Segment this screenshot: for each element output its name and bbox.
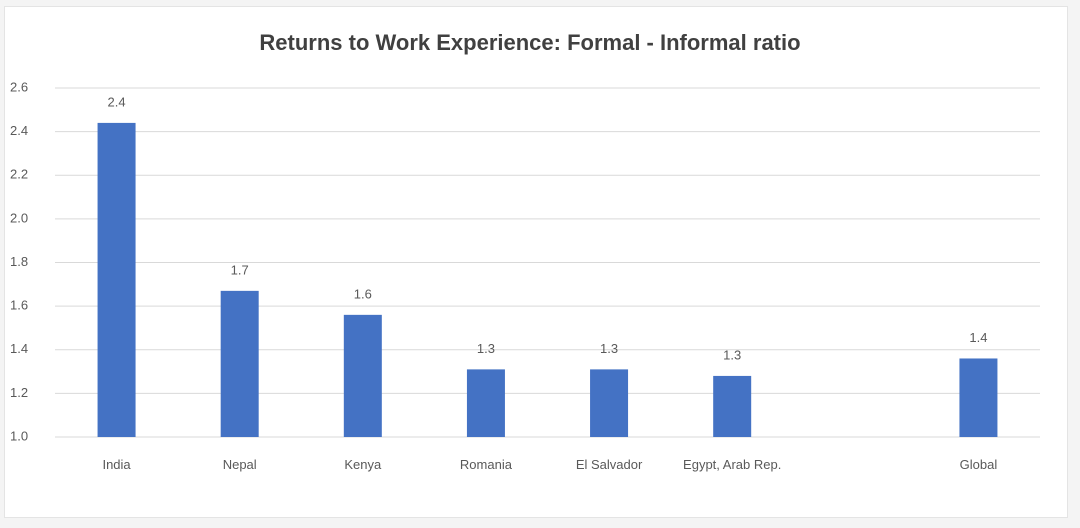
value-label: 1.3 xyxy=(600,341,618,356)
y-tick-label: 1.4 xyxy=(10,341,28,356)
bar xyxy=(97,122,136,438)
x-tick-label: Egypt, Arab Rep. xyxy=(683,457,782,472)
value-label: 2.4 xyxy=(108,94,126,109)
y-tick-label: 1.2 xyxy=(10,385,28,400)
y-tick-label: 2.4 xyxy=(10,123,28,138)
value-label: 1.6 xyxy=(354,286,372,301)
value-label: 1.3 xyxy=(723,347,741,362)
y-tick-label: 2.0 xyxy=(10,210,28,225)
x-tick-label: Global xyxy=(959,457,998,472)
bar xyxy=(590,369,629,437)
value-label: 1.7 xyxy=(231,262,249,277)
x-tick-label: Nepal xyxy=(222,457,257,472)
bar xyxy=(343,314,382,437)
value-label: 1.3 xyxy=(477,341,495,356)
y-tick-label: 2.2 xyxy=(10,167,28,182)
chart-title: Returns to Work Experience: Formal - Inf… xyxy=(259,30,800,55)
bar xyxy=(220,290,259,437)
y-tick-label: 1.6 xyxy=(10,298,28,313)
x-tick-label: India xyxy=(102,457,131,472)
y-tick-label: 1.8 xyxy=(10,254,28,269)
x-tick-label: Romania xyxy=(459,457,512,472)
x-tick-label: Kenya xyxy=(344,457,382,472)
y-tick-label: 2.6 xyxy=(10,79,28,94)
x-tick-label: El Salvador xyxy=(575,457,643,472)
y-tick-label: 1.0 xyxy=(10,428,28,443)
bar xyxy=(713,375,752,437)
bar xyxy=(959,358,998,437)
value-label: 1.4 xyxy=(969,330,987,345)
bar xyxy=(466,369,505,437)
